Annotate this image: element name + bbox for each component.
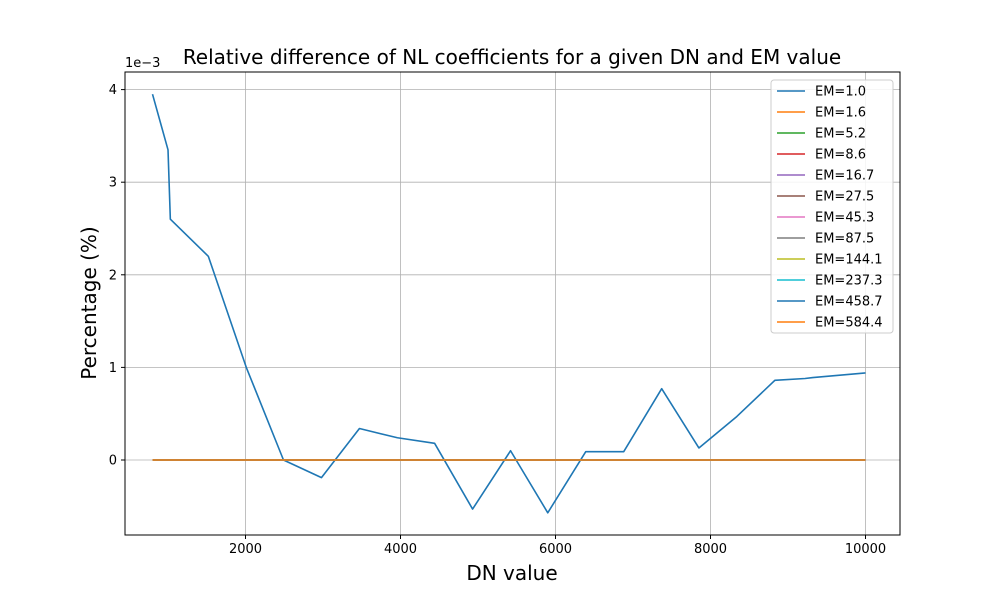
y-axis-label: Percentage (%) xyxy=(77,226,101,379)
legend-label: EM=584.4 xyxy=(815,316,883,331)
x-tick-label: 4000 xyxy=(384,542,417,557)
plot-frame xyxy=(124,71,901,536)
legend-label: EM=16.7 xyxy=(815,169,874,184)
legend-label: EM=45.3 xyxy=(815,211,874,226)
legend-label: EM=1.6 xyxy=(815,106,866,121)
x-tick-label: 10000 xyxy=(845,542,886,557)
legend-box xyxy=(770,79,894,334)
chart-title: Relative difference of NL coefficients f… xyxy=(183,45,841,69)
legend-label: EM=8.6 xyxy=(815,148,866,163)
legend-label: EM=27.5 xyxy=(815,190,874,205)
legend-label: EM=144.1 xyxy=(815,253,883,268)
series-layer xyxy=(151,94,866,514)
legend-label: EM=458.7 xyxy=(815,295,883,310)
y-tick-label: 3 xyxy=(109,176,117,191)
y-offset-label: 1e−3 xyxy=(125,56,160,71)
y-axis-ticks: 0 1 2 3 4 xyxy=(109,83,125,468)
legend-label: EM=5.2 xyxy=(815,127,866,142)
x-tick-label: 2000 xyxy=(229,542,262,557)
x-tick-label: 6000 xyxy=(539,542,572,557)
legend-label: EM=87.5 xyxy=(815,232,874,247)
y-tick-label: 0 xyxy=(109,453,117,468)
x-tick-label: 8000 xyxy=(694,542,727,557)
series-line-em-1-0 xyxy=(151,94,866,514)
legend-label: EM=237.3 xyxy=(815,274,883,289)
x-axis-label: DN value xyxy=(466,561,557,585)
y-tick-label: 2 xyxy=(109,268,117,283)
legend-label: EM=1.0 xyxy=(815,85,866,100)
x-axis-ticks: 2000 4000 6000 8000 10000 xyxy=(229,535,886,557)
y-tick-label: 4 xyxy=(109,83,117,98)
legend: EM=1.0 EM=1.6 EM=5.2 EM=8.6 EM=16.7 EM=27.5 EM… xyxy=(770,79,894,334)
y-tick-label: 1 xyxy=(109,361,117,376)
